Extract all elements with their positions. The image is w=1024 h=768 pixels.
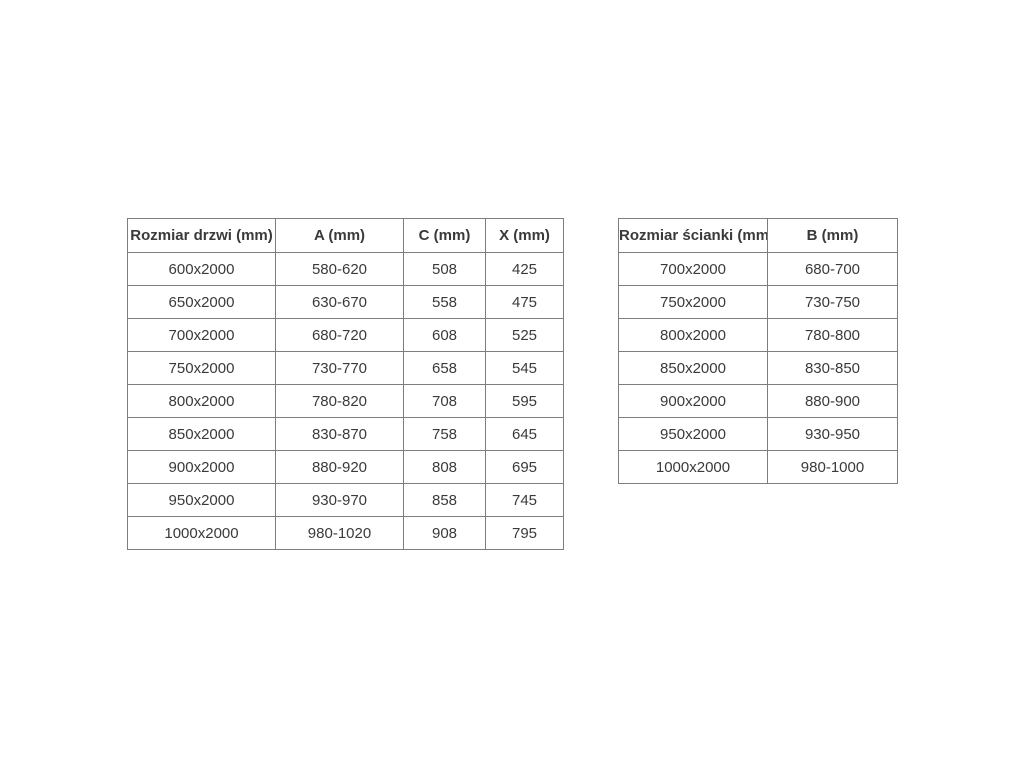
table-cell: 730-770 <box>275 351 404 385</box>
table-cell: 950x2000 <box>618 417 768 451</box>
table-row: 800x2000 780-800 <box>618 318 898 352</box>
column-header: Rozmiar ścianki (mm) <box>618 218 768 253</box>
table-cell: 595 <box>485 384 564 418</box>
table-cell: 980-1000 <box>767 450 898 484</box>
table-row: 950x2000 930-970 858 745 <box>127 483 564 517</box>
table-cell: 850x2000 <box>127 417 276 451</box>
table-cell: 745 <box>485 483 564 517</box>
table-cell: 900x2000 <box>618 384 768 418</box>
table-cell: 780-820 <box>275 384 404 418</box>
table-cell: 880-920 <box>275 450 404 484</box>
table-cell: 750x2000 <box>127 351 276 385</box>
table-cell: 708 <box>403 384 486 418</box>
table-cell: 780-800 <box>767 318 898 352</box>
table-cell: 545 <box>485 351 564 385</box>
table-cell: 800x2000 <box>618 318 768 352</box>
table-row: 1000x2000 980-1020 908 795 <box>127 516 564 550</box>
table-cell: 730-750 <box>767 285 898 319</box>
table-cell: 558 <box>403 285 486 319</box>
table-cell: 850x2000 <box>618 351 768 385</box>
table-cell: 680-700 <box>767 252 898 286</box>
table-row: 700x2000 680-720 608 525 <box>127 318 564 352</box>
column-header: C (mm) <box>403 218 486 253</box>
table-cell: 908 <box>403 516 486 550</box>
table-cell: 795 <box>485 516 564 550</box>
table-cell: 980-1020 <box>275 516 404 550</box>
table-cell: 858 <box>403 483 486 517</box>
wall-sizes-table: Rozmiar ścianki (mm) B (mm) 700x2000 680… <box>618 218 898 484</box>
table-cell: 680-720 <box>275 318 404 352</box>
table-row: 950x2000 930-950 <box>618 417 898 451</box>
table-cell: 608 <box>403 318 486 352</box>
table-row: 800x2000 780-820 708 595 <box>127 384 564 418</box>
table-cell: 695 <box>485 450 564 484</box>
table-cell: 1000x2000 <box>127 516 276 550</box>
table-cell: 650x2000 <box>127 285 276 319</box>
table-cell: 600x2000 <box>127 252 276 286</box>
table-cell: 930-950 <box>767 417 898 451</box>
table-cell: 475 <box>485 285 564 319</box>
table-row: 750x2000 730-770 658 545 <box>127 351 564 385</box>
table-cell: 700x2000 <box>618 252 768 286</box>
table-cell: 950x2000 <box>127 483 276 517</box>
table-row: 650x2000 630-670 558 475 <box>127 285 564 319</box>
column-header: A (mm) <box>275 218 404 253</box>
table-cell: 425 <box>485 252 564 286</box>
table-cell: 830-870 <box>275 417 404 451</box>
table-cell: 880-900 <box>767 384 898 418</box>
table-row: 600x2000 580-620 508 425 <box>127 252 564 286</box>
table-cell: 808 <box>403 450 486 484</box>
table-cell: 525 <box>485 318 564 352</box>
table-cell: 508 <box>403 252 486 286</box>
table-row: 700x2000 680-700 <box>618 252 898 286</box>
table-cell: 580-620 <box>275 252 404 286</box>
column-header: X (mm) <box>485 218 564 253</box>
table-cell: 750x2000 <box>618 285 768 319</box>
table-cell: 658 <box>403 351 486 385</box>
table-cell: 830-850 <box>767 351 898 385</box>
table-cell: 900x2000 <box>127 450 276 484</box>
table-header-row: Rozmiar ścianki (mm) B (mm) <box>618 218 898 253</box>
table-cell: 645 <box>485 417 564 451</box>
table-cell: 800x2000 <box>127 384 276 418</box>
table-row: 850x2000 830-870 758 645 <box>127 417 564 451</box>
table-row: 1000x2000 980-1000 <box>618 450 898 484</box>
column-header: Rozmiar drzwi (mm) <box>127 218 276 253</box>
table-cell: 700x2000 <box>127 318 276 352</box>
table-row: 900x2000 880-920 808 695 <box>127 450 564 484</box>
table-cell: 930-970 <box>275 483 404 517</box>
table-cell: 758 <box>403 417 486 451</box>
door-sizes-table: Rozmiar drzwi (mm) A (mm) C (mm) X (mm) … <box>127 218 564 550</box>
table-cell: 630-670 <box>275 285 404 319</box>
table-row: 750x2000 730-750 <box>618 285 898 319</box>
table-row: 900x2000 880-900 <box>618 384 898 418</box>
column-header: B (mm) <box>767 218 898 253</box>
table-row: 850x2000 830-850 <box>618 351 898 385</box>
table-cell: 1000x2000 <box>618 450 768 484</box>
table-header-row: Rozmiar drzwi (mm) A (mm) C (mm) X (mm) <box>127 218 564 253</box>
